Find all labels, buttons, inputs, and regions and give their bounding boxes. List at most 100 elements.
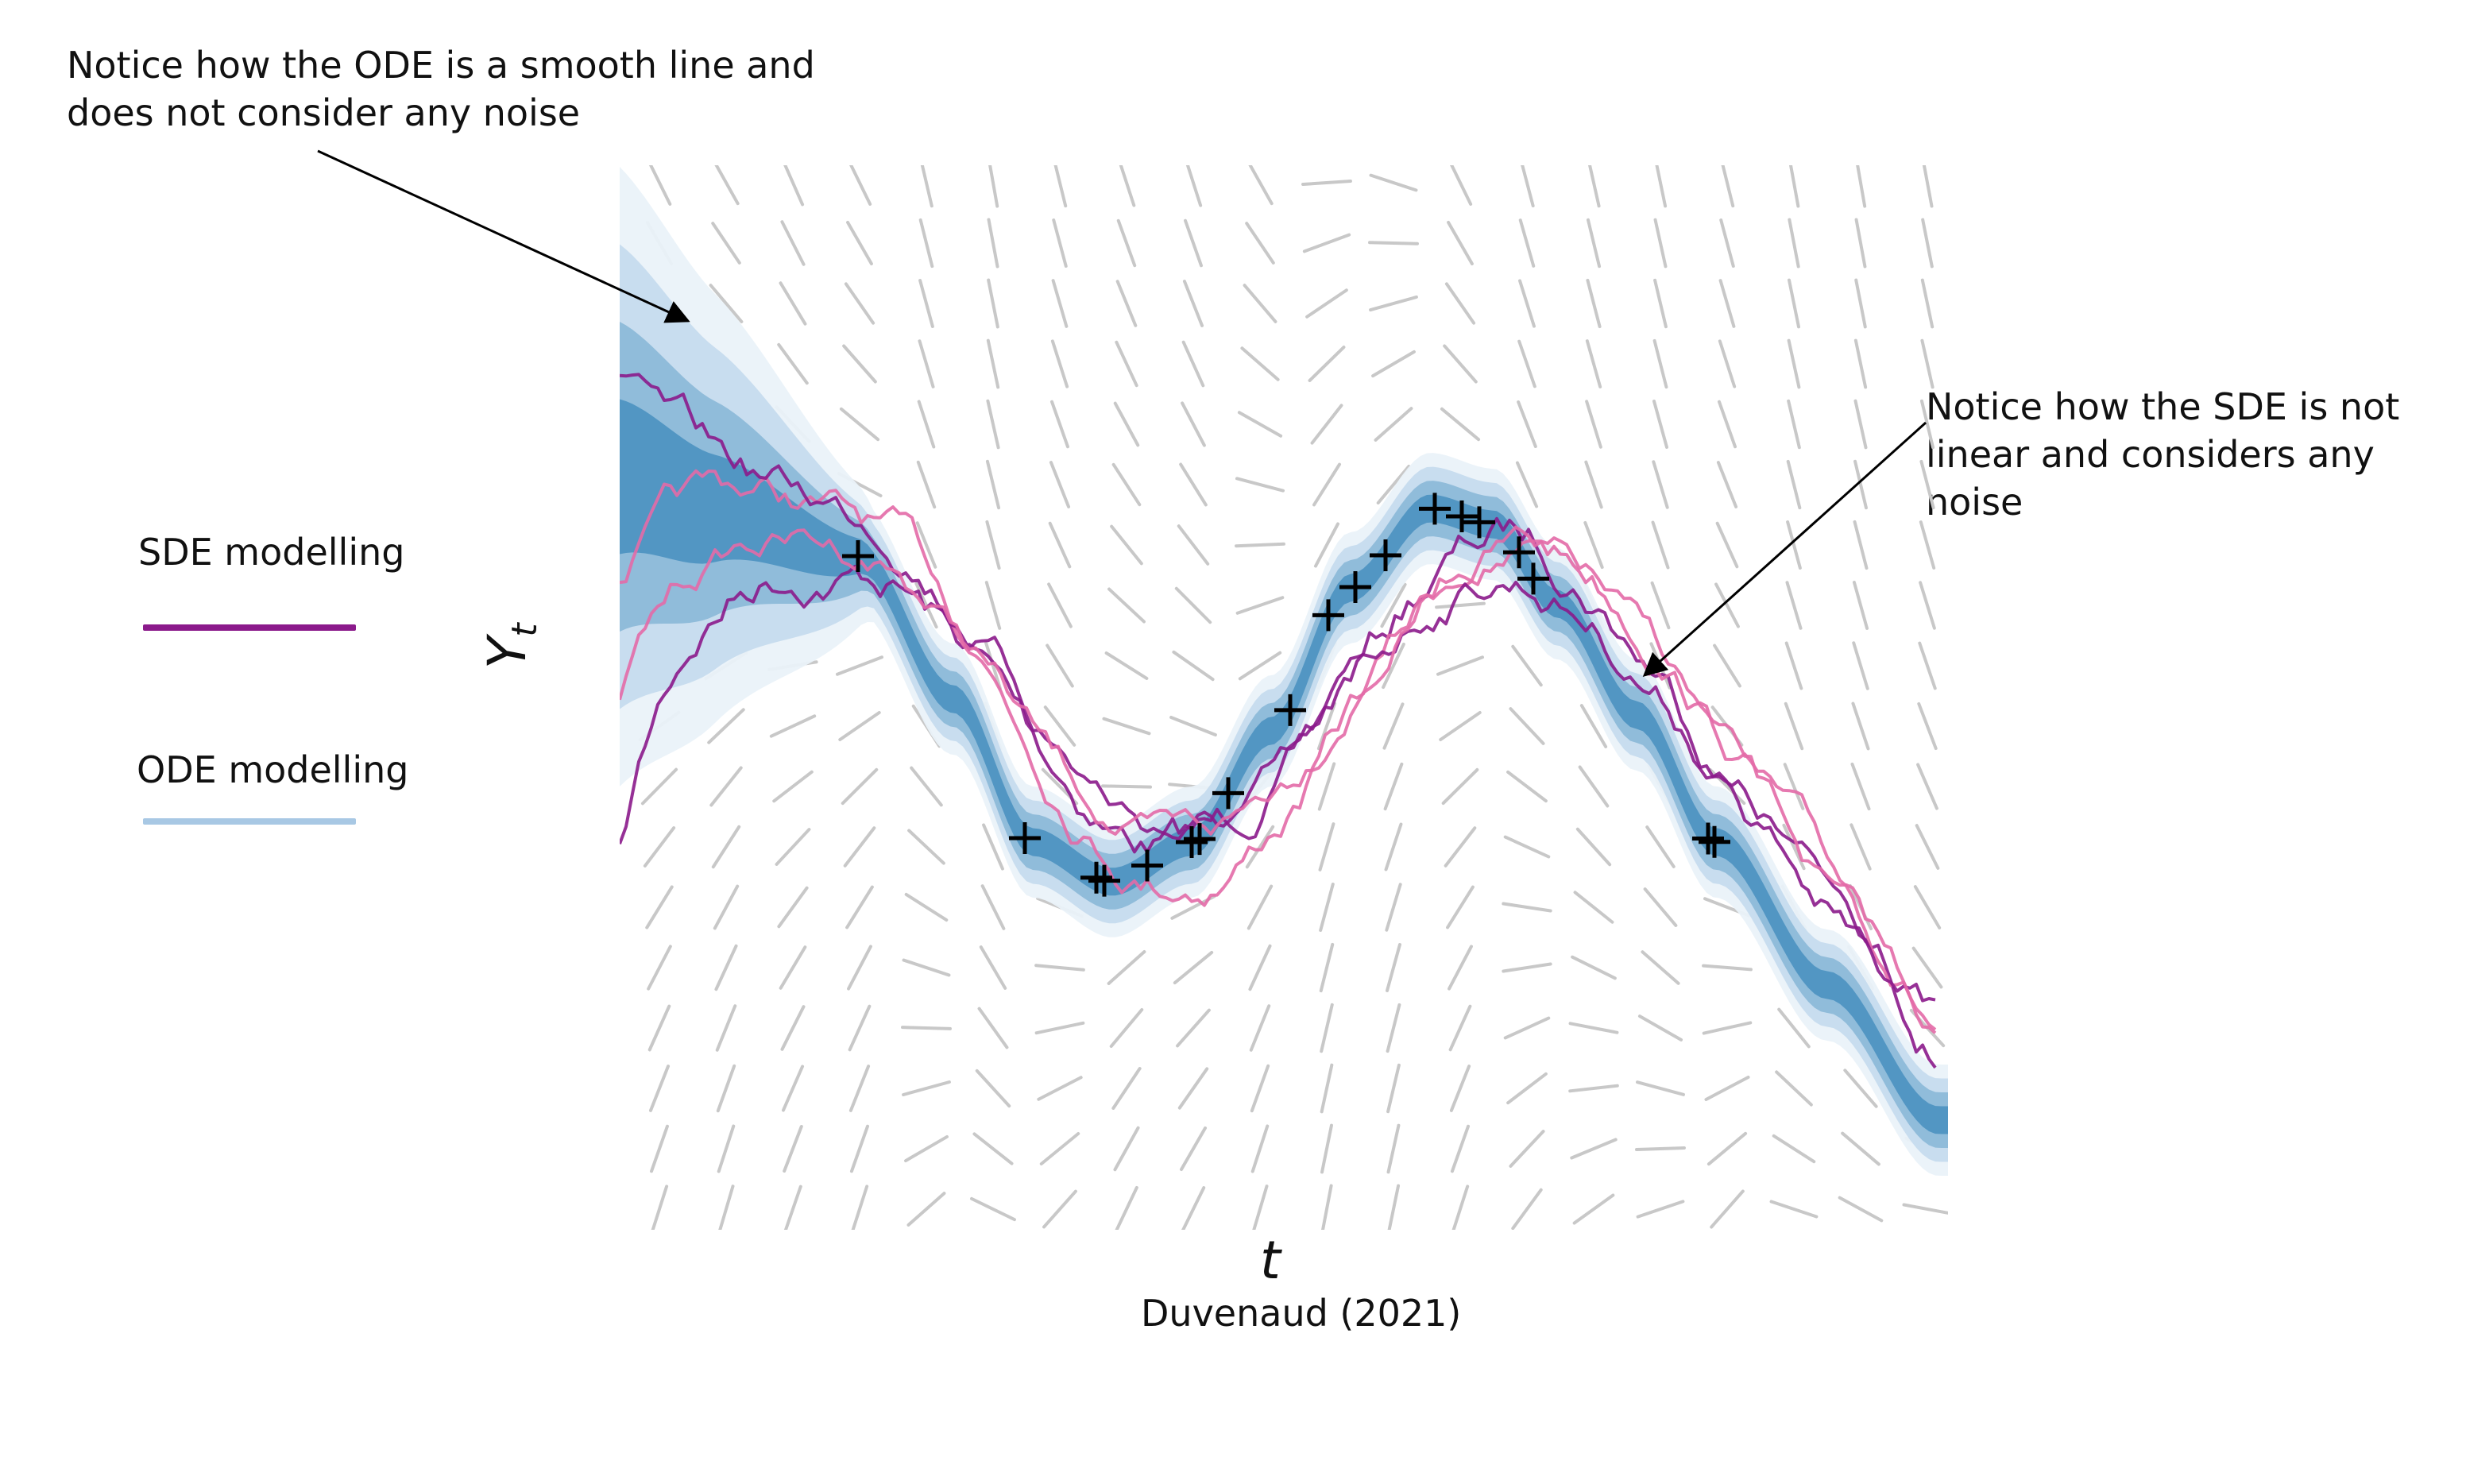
slope-segment bbox=[647, 1004, 671, 1052]
slope-segment bbox=[1435, 601, 1486, 609]
slope-segment bbox=[849, 1124, 870, 1173]
slope-segment bbox=[1783, 763, 1805, 810]
slope-segment bbox=[904, 892, 949, 922]
slope-segment bbox=[849, 165, 872, 206]
observation-marker bbox=[1176, 826, 1208, 858]
slope-segment bbox=[781, 1065, 805, 1112]
observation-marker bbox=[1274, 694, 1306, 726]
slope-segment bbox=[1571, 955, 1617, 980]
slope-segment bbox=[1115, 340, 1138, 388]
observation-marker bbox=[1517, 562, 1549, 595]
slope-segment bbox=[1645, 825, 1676, 868]
ode-band-1 bbox=[620, 167, 1948, 1176]
slope-segment bbox=[1441, 767, 1479, 806]
sde-path-4 bbox=[620, 528, 1937, 1034]
sde-path-2 bbox=[620, 469, 1937, 1031]
slope-segment bbox=[1245, 825, 1275, 869]
slope-segment bbox=[783, 1184, 802, 1230]
slope-segment bbox=[1177, 524, 1210, 566]
slope-segment bbox=[1509, 1130, 1545, 1168]
slope-segment bbox=[1506, 770, 1548, 803]
slope-segment bbox=[1852, 641, 1869, 690]
slope-segment bbox=[1921, 218, 1934, 269]
slope-segment bbox=[1920, 338, 1935, 389]
slope-segment bbox=[984, 641, 1002, 690]
slope-segment bbox=[1843, 1069, 1878, 1108]
slope-segment bbox=[902, 1080, 951, 1096]
slope-segment bbox=[718, 1184, 735, 1230]
observation-marker bbox=[1184, 823, 1216, 856]
slope-segment bbox=[1050, 339, 1069, 388]
slope-segment bbox=[1902, 1203, 1948, 1215]
slope-segment bbox=[1575, 827, 1612, 867]
slope-segment bbox=[1702, 964, 1753, 972]
slope-segment bbox=[1850, 762, 1871, 811]
slope-segment bbox=[1579, 704, 1608, 748]
slope-segment bbox=[1320, 1184, 1333, 1230]
slope-segment bbox=[851, 1184, 869, 1230]
slope-segment bbox=[1320, 1123, 1333, 1174]
slope-segment bbox=[980, 884, 1006, 930]
slope-segment bbox=[1237, 411, 1283, 438]
slope-segment bbox=[838, 710, 881, 742]
slope-segment bbox=[844, 282, 875, 325]
slope-segment bbox=[1179, 462, 1208, 507]
slope-segment bbox=[906, 1192, 946, 1227]
slope-segment bbox=[1785, 581, 1803, 630]
slope-segment bbox=[1704, 1075, 1750, 1102]
slope-segment bbox=[1386, 1123, 1401, 1174]
slope-segment bbox=[1503, 835, 1551, 859]
slope-segment bbox=[783, 165, 805, 207]
slope-segment bbox=[775, 828, 811, 866]
slope-segment bbox=[918, 339, 935, 388]
slope-segment bbox=[1636, 1200, 1685, 1219]
slope-segment bbox=[1369, 173, 1418, 192]
slope-segment bbox=[707, 708, 745, 744]
slope-segment bbox=[1319, 942, 1335, 993]
slope-segment bbox=[982, 823, 1004, 871]
slope-segment bbox=[1449, 1065, 1471, 1112]
slope-segment bbox=[1104, 651, 1149, 680]
slope-segment bbox=[1635, 1146, 1686, 1152]
slope-segment bbox=[1318, 822, 1335, 871]
slope-segment bbox=[1109, 1007, 1144, 1049]
sde-path-3 bbox=[620, 373, 1936, 1003]
slope-segment bbox=[1856, 165, 1867, 208]
y-axis-label: Yt bbox=[477, 623, 546, 669]
observation-marker bbox=[1503, 536, 1535, 569]
slope-segment bbox=[1450, 165, 1473, 206]
legend-ode-swatch bbox=[143, 818, 356, 825]
slope-segment bbox=[1503, 1016, 1551, 1040]
slope-segment bbox=[1919, 459, 1935, 510]
slope-segment bbox=[1382, 702, 1405, 750]
slope-segment bbox=[979, 945, 1007, 990]
slope-segment bbox=[1102, 717, 1151, 736]
slope-segment bbox=[1048, 521, 1072, 569]
slope-segment bbox=[1248, 165, 1274, 206]
slope-segment bbox=[1568, 1084, 1619, 1093]
slope-segment bbox=[1447, 220, 1474, 266]
slope-segment bbox=[1042, 1189, 1077, 1229]
observation-marker bbox=[1699, 825, 1730, 858]
slope-segment bbox=[1383, 762, 1404, 811]
slope-segment bbox=[1113, 401, 1140, 447]
slope-segment bbox=[1637, 1014, 1683, 1042]
observation-marker bbox=[842, 540, 874, 572]
observation-marker bbox=[1088, 864, 1120, 897]
slope-segment bbox=[1444, 282, 1476, 325]
slope-segment bbox=[984, 581, 1002, 630]
slope-segment bbox=[1368, 241, 1419, 245]
slope-segment bbox=[1302, 233, 1351, 253]
slope-segment bbox=[987, 218, 999, 269]
slope-segment bbox=[1853, 399, 1868, 450]
slope-segment bbox=[916, 460, 937, 509]
slope-segment bbox=[1115, 280, 1138, 327]
slope-segment bbox=[920, 165, 933, 208]
slope-segment bbox=[1039, 1131, 1080, 1166]
slope-segment bbox=[1181, 401, 1206, 447]
slope-segment bbox=[1043, 705, 1076, 747]
slope-segment bbox=[1570, 1138, 1618, 1160]
slope-segment bbox=[918, 279, 934, 328]
slope-segment bbox=[1240, 346, 1280, 381]
slope-segment bbox=[1502, 902, 1552, 913]
